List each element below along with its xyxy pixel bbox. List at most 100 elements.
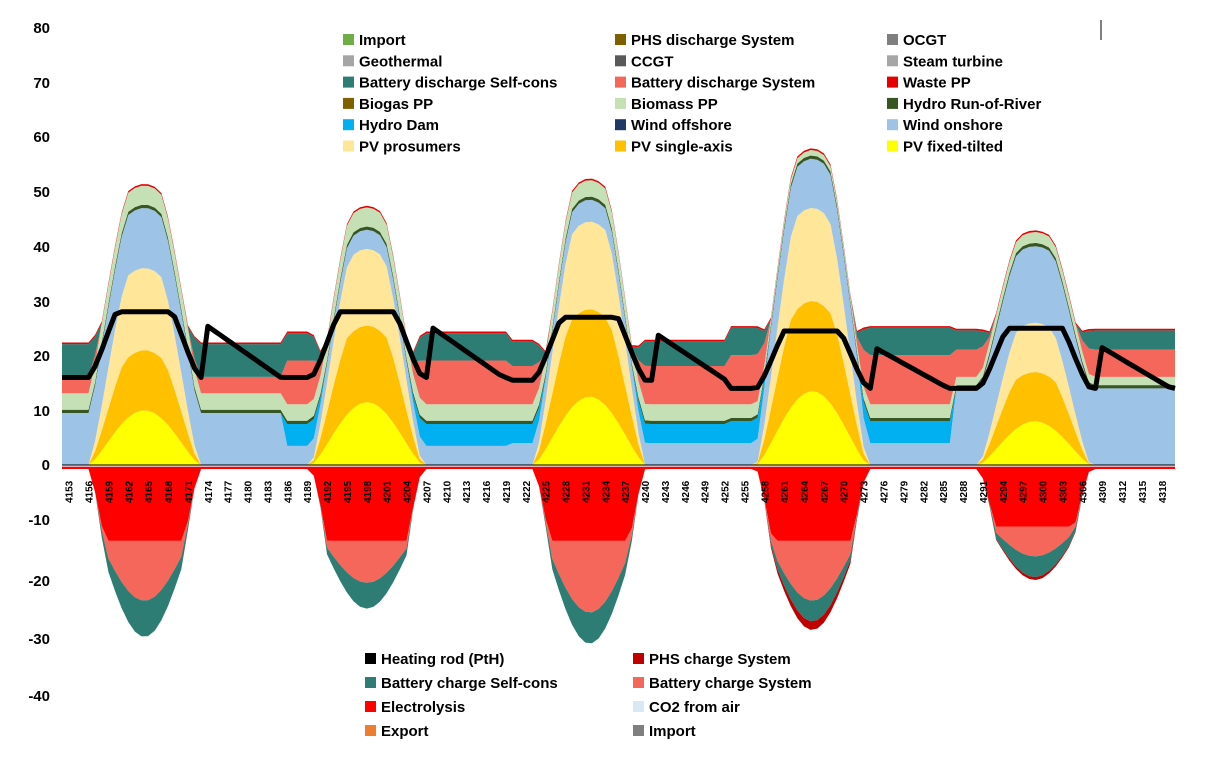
y-tick-label: -10 [28, 512, 50, 529]
x-tick-label: 4288 [959, 480, 970, 503]
x-tick-label: 4261 [780, 480, 791, 503]
legend-label: Wind offshore [631, 117, 732, 134]
x-tick-label: 4300 [1039, 480, 1050, 503]
x-tick-label: 4156 [85, 480, 96, 503]
legend-label: Battery discharge Self-cons [359, 75, 557, 92]
legend-consumption: Heating rod (PtH) PHS charge System Batter… [365, 651, 812, 740]
legend-label: Wind onshore [903, 117, 1003, 134]
legend-swatch [615, 119, 626, 131]
x-tick-label: 4294 [999, 480, 1010, 503]
y-tick-label: -40 [28, 688, 50, 705]
legend-swatch [633, 725, 644, 736]
legend-swatch [343, 76, 354, 88]
x-tick-label: 4264 [800, 480, 811, 503]
stacked-area-layers [62, 148, 1176, 644]
x-tick-label: 4252 [721, 480, 732, 503]
x-tick-label: 4306 [1078, 480, 1089, 503]
x-tick-label: 4225 [542, 480, 553, 503]
legend-swatch [615, 140, 626, 152]
x-tick-label: 4267 [820, 480, 831, 503]
legend-label: PV single-axis [631, 139, 733, 156]
legend-swatch [365, 701, 376, 712]
legend-swatch [343, 119, 354, 131]
legend-label: CO2 from air [649, 699, 740, 716]
legend-swatch [887, 119, 898, 131]
series-line-heating-rod [62, 309, 1176, 391]
legend-label: Hydro Run-of-River [903, 96, 1041, 113]
x-tick-label: 4153 [65, 480, 76, 503]
x-tick-label: 4312 [1118, 480, 1129, 503]
x-tick-label: 4165 [144, 480, 155, 503]
area-pv-fixed-tilted [62, 391, 1175, 465]
legend-label: PHS charge System [649, 651, 791, 668]
x-tick-label: 4297 [1019, 480, 1030, 503]
legend-swatch [633, 701, 644, 712]
x-tick-label: 4258 [760, 480, 771, 503]
x-tick-label: 4159 [104, 480, 115, 503]
legend-label: Steam turbine [903, 53, 1003, 70]
x-tick-label: 4174 [204, 480, 215, 503]
legend-swatch [365, 677, 376, 688]
x-tick-label: 4276 [880, 480, 891, 503]
x-tick-label: 4234 [601, 480, 612, 503]
legend-swatch [365, 653, 376, 664]
y-tick-label: 70 [33, 75, 50, 92]
legend-label: CCGT [631, 53, 674, 70]
x-tick-label: 4249 [701, 480, 712, 503]
x-tick-label: 4219 [502, 480, 513, 503]
x-tick-label: 4183 [263, 480, 274, 503]
x-tick-label: 4318 [1158, 480, 1169, 503]
x-tick-label: 4285 [939, 480, 950, 503]
legend-swatch [633, 677, 644, 688]
x-tick-label: 4246 [681, 480, 692, 503]
y-tick-label: 30 [33, 294, 50, 311]
legend-swatch [343, 140, 354, 152]
x-tick-label: 4180 [244, 480, 255, 503]
legend-generation: Import PHS discharge System OCGT Geothermal… [343, 32, 1041, 156]
legend-label: PHS discharge System [631, 32, 794, 49]
x-tick-label: 4291 [979, 480, 990, 503]
x-tick-label: 4207 [422, 480, 433, 503]
x-tick-label: 4228 [562, 480, 573, 503]
x-tick-label: 4231 [581, 480, 592, 503]
x-tick-label: 4210 [442, 480, 453, 503]
x-tick-label: 4222 [522, 480, 533, 503]
x-tick-label: 4255 [740, 480, 751, 503]
area-pv-single-axis [62, 301, 1175, 465]
x-tick-label: 4270 [840, 480, 851, 503]
legend-label: Hydro Dam [359, 117, 439, 134]
legend-label: Biomass PP [631, 96, 718, 113]
legend-label: Waste PP [903, 75, 971, 92]
y-tick-label: 80 [33, 20, 50, 37]
x-tick-label: 4240 [641, 480, 652, 503]
y-tick-label: 50 [33, 184, 50, 201]
legend-label: PV fixed-tilted [903, 139, 1003, 156]
legend-label: Battery charge System [649, 675, 812, 692]
x-tick-label: 4171 [184, 480, 195, 503]
y-tick-label: 60 [33, 129, 50, 146]
x-tick-label: 4213 [462, 480, 473, 503]
x-tick-label: 4177 [224, 480, 235, 503]
legend-swatch [887, 97, 898, 109]
legend-label: PV prosumers [359, 139, 461, 156]
x-tick-label: 4282 [919, 480, 930, 503]
y-tick-label: -30 [28, 631, 50, 648]
x-tick-label: 4204 [403, 480, 414, 503]
y-tick-label: -20 [28, 573, 50, 590]
x-tick-label: 4201 [383, 480, 394, 503]
x-tick-label: 4186 [283, 480, 294, 503]
legend-swatch [887, 76, 898, 88]
legend-label: OCGT [903, 32, 946, 49]
legend-swatch [343, 55, 354, 67]
x-tick-label: 4303 [1058, 480, 1069, 503]
legend-swatch [887, 55, 898, 67]
legend-swatch [365, 725, 376, 736]
legend-swatch [633, 653, 644, 664]
x-tick-label: 4279 [899, 480, 910, 503]
legend-swatch [615, 55, 626, 67]
x-tick-label: 4192 [323, 480, 334, 503]
legend-swatch [343, 97, 354, 109]
legend-label: Import [649, 723, 696, 740]
legend-swatch [343, 34, 354, 45]
